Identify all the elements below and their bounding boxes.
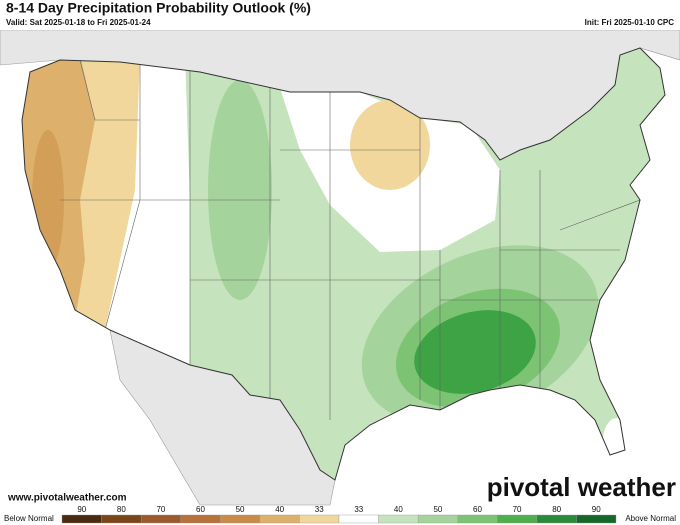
- title: 8-14 Day Precipitation Probability Outlo…: [6, 0, 311, 16]
- legend-label: 40: [275, 505, 284, 514]
- legend-label: 33: [315, 505, 324, 514]
- legend-swatch: [299, 514, 340, 524]
- legend-label: 70: [156, 505, 165, 514]
- legend-swatch: [576, 514, 617, 524]
- legend-swatch: [259, 514, 300, 524]
- legend-label: 60: [473, 505, 482, 514]
- below-33: [350, 100, 430, 190]
- map: [0, 29, 680, 506]
- legend-swatch: [61, 514, 102, 524]
- above-40: [208, 80, 272, 300]
- legend-swatch: [536, 514, 577, 524]
- legend-label: 80: [117, 505, 126, 514]
- legend-label: 33: [354, 505, 363, 514]
- legend-swatch: [497, 514, 538, 524]
- legend-swatch: [140, 514, 181, 524]
- legend-label: 90: [592, 505, 601, 514]
- legend-below-label: Below Normal: [4, 514, 54, 523]
- legend-swatch: [101, 514, 142, 524]
- state-lines: [60, 59, 641, 420]
- brand: pivotal weather: [487, 472, 676, 502]
- legend-swatch: [338, 514, 379, 524]
- legend-swatch: [180, 514, 221, 524]
- legend-label: 50: [433, 505, 442, 514]
- legend-swatch: [220, 514, 261, 524]
- header-bg: [0, 0, 680, 30]
- legend-label: 60: [196, 505, 205, 514]
- legend-label: 80: [552, 505, 561, 514]
- legend-label: 70: [513, 505, 522, 514]
- init-time: Init: Fri 2025-01-10 CPC: [585, 18, 675, 27]
- us-border: [21, 47, 666, 481]
- legend-label: 90: [77, 505, 86, 514]
- legend-swatch: [417, 514, 458, 524]
- near-normal: [105, 55, 190, 370]
- legend-swatch: [457, 514, 498, 524]
- website: www.pivotalweather.com: [7, 493, 127, 504]
- legend-above-label: Above Normal: [625, 514, 676, 523]
- legend-label: 40: [394, 505, 403, 514]
- above-60: [414, 310, 536, 394]
- legend-label: 50: [236, 505, 245, 514]
- legend-swatch: [378, 514, 419, 524]
- below-45: [32, 130, 64, 270]
- near-normal: [603, 418, 631, 462]
- valid-time: Valid: Sat 2025-01-18 to Fri 2025-01-24: [6, 18, 151, 27]
